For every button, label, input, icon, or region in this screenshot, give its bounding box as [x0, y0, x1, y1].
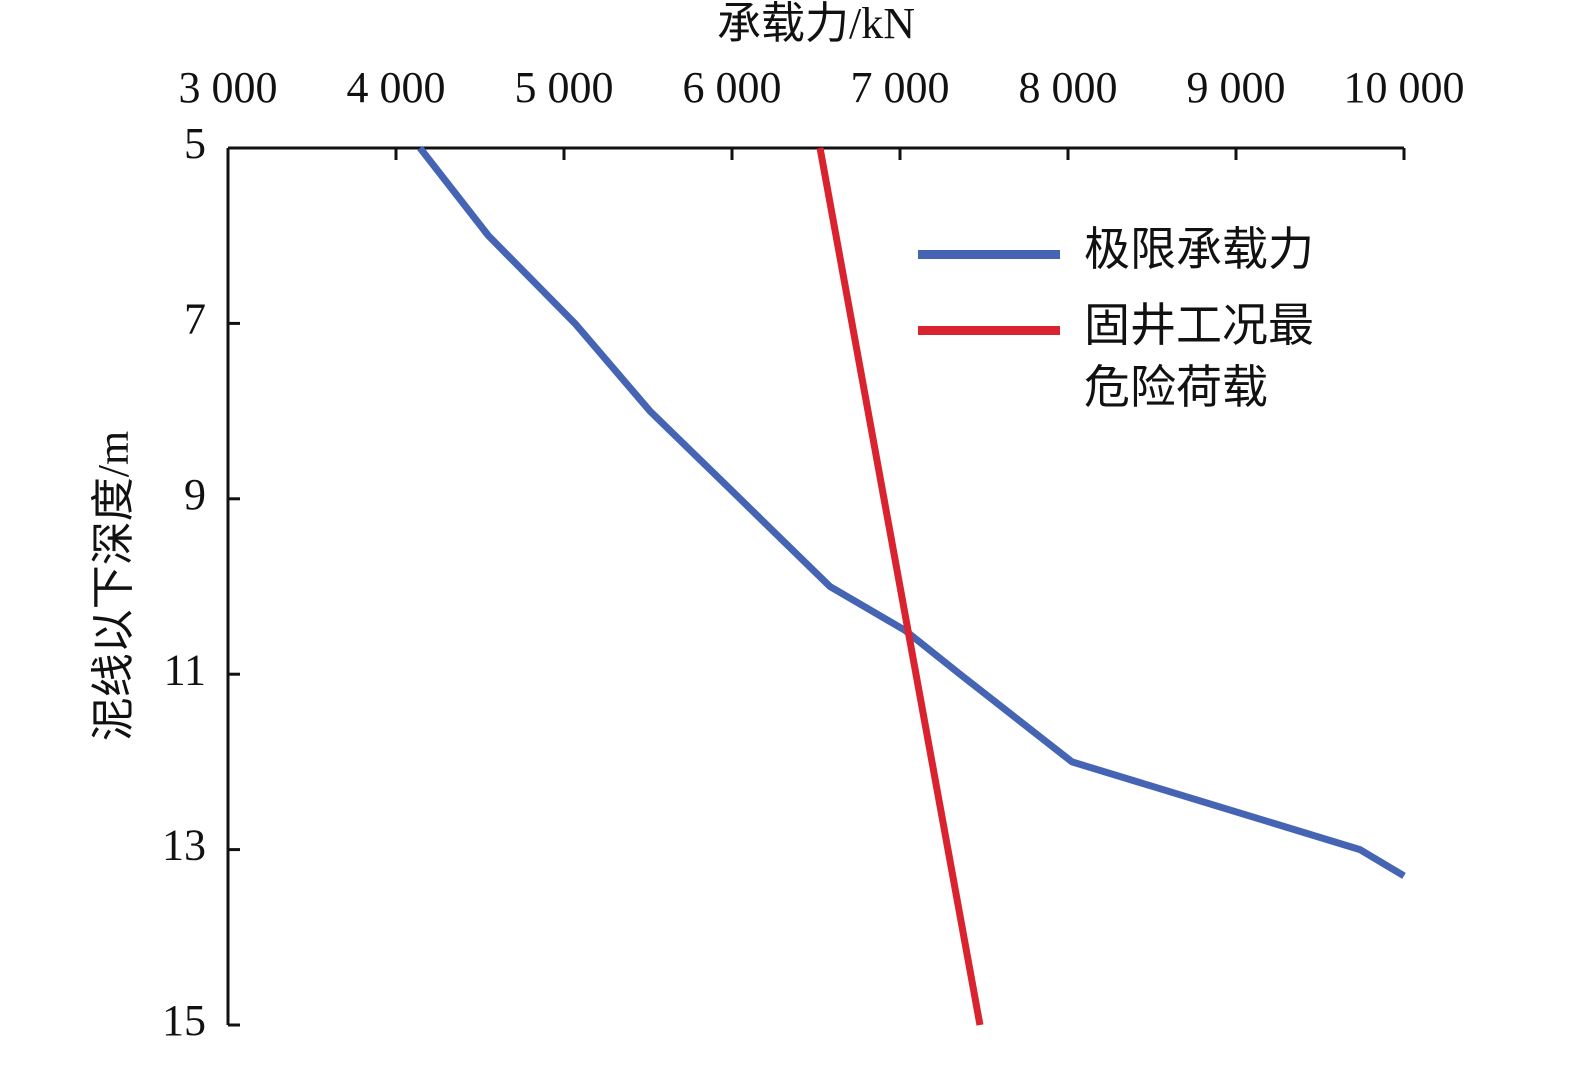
x-tick-label: 4 000 — [347, 63, 446, 112]
series-line — [417, 145, 1406, 879]
y-tick-label: 11 — [164, 645, 206, 694]
legend: 极限承载力固井工况最危险荷载 — [918, 218, 1346, 432]
x-tick-label: 10 000 — [1344, 63, 1465, 112]
y-tick-label: 15 — [162, 996, 206, 1045]
x-tick-label: 6 000 — [683, 63, 782, 112]
legend-swatch — [918, 250, 1060, 259]
x-tick-label: 7 000 — [851, 63, 950, 112]
legend-item: 极限承载力 — [918, 218, 1346, 280]
x-tick-label: 8 000 — [1019, 63, 1118, 112]
x-axis-title: 承载力/kN — [717, 0, 915, 48]
x-tick-label: 5 000 — [515, 63, 614, 112]
y-tick-label: 7 — [184, 294, 206, 343]
x-tick-label: 9 000 — [1187, 63, 1286, 112]
y-tick-label: 13 — [162, 821, 206, 870]
legend-label: 极限承载力 — [1084, 222, 1314, 276]
y-axis-title: 泥线以下深度/m — [89, 431, 138, 741]
legend-swatch — [918, 326, 1060, 335]
legend-label: 固井工况最危险荷载 — [1084, 298, 1314, 414]
legend-item: 固井工况最危险荷载 — [918, 294, 1346, 418]
y-tick-label: 9 — [184, 470, 206, 519]
x-tick-label: 3 000 — [179, 63, 278, 112]
y-tick-label: 5 — [184, 119, 206, 168]
series-line — [816, 147, 984, 1026]
